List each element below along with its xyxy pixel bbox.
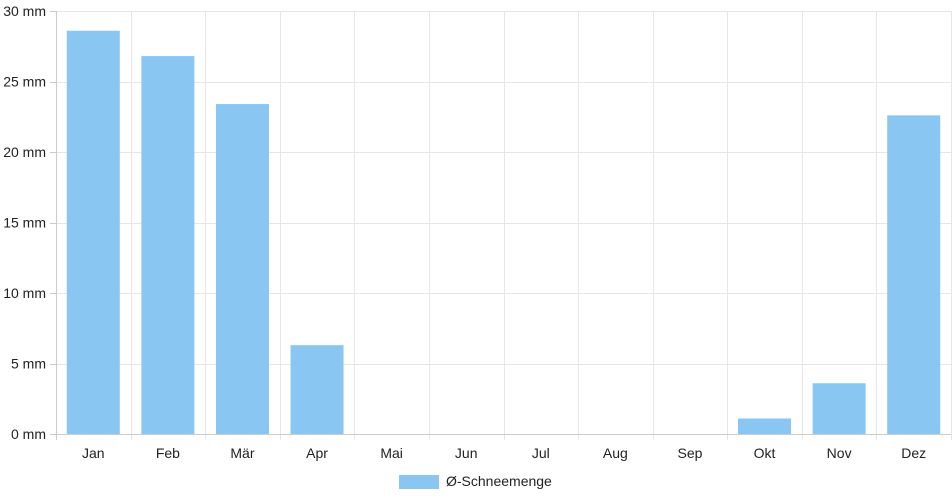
y-tick-label: 15 mm bbox=[3, 215, 46, 231]
legend[interactable]: Ø-Schneemenge bbox=[399, 473, 552, 489]
y-tick-label: 5 mm bbox=[11, 356, 46, 372]
x-tick-label: Jun bbox=[455, 445, 478, 461]
legend-swatch[interactable] bbox=[399, 475, 439, 489]
bar-nov[interactable] bbox=[812, 383, 866, 434]
x-tick-label: Jan bbox=[82, 445, 105, 461]
x-tick-label: Mai bbox=[380, 445, 403, 461]
x-tick-label: Feb bbox=[156, 445, 180, 461]
bars bbox=[66, 30, 941, 435]
x-tick-label: Nov bbox=[827, 445, 852, 461]
bar-feb[interactable] bbox=[141, 56, 195, 435]
bar-apr[interactable] bbox=[290, 345, 344, 434]
x-tick-label: Okt bbox=[754, 445, 776, 461]
y-tick-label: 30 mm bbox=[3, 3, 46, 19]
y-axis-labels: 0 mm 5 mm 10 mm 15 mm 20 mm 25 mm 30 mm bbox=[3, 3, 46, 442]
bar-jan[interactable] bbox=[66, 30, 120, 435]
x-tick-label: Jul bbox=[532, 445, 550, 461]
y-tick-label: 20 mm bbox=[3, 144, 46, 160]
x-tick-label: Mär bbox=[230, 445, 254, 461]
x-tick-label: Aug bbox=[603, 445, 628, 461]
x-tick-label: Sep bbox=[677, 445, 702, 461]
legend-label[interactable]: Ø-Schneemenge bbox=[446, 473, 552, 489]
bar-mär[interactable] bbox=[215, 104, 269, 434]
bar-okt[interactable] bbox=[738, 418, 792, 434]
x-tick-label: Dez bbox=[901, 445, 926, 461]
axes bbox=[50, 11, 951, 435]
bar-dez[interactable] bbox=[887, 115, 941, 434]
x-tick-label: Apr bbox=[306, 445, 328, 461]
y-tick-label: 0 mm bbox=[11, 426, 46, 442]
x-axis-labels: Jan Feb Mär Apr Mai Jun Jul Aug Sep Okt Nov Dez bbox=[82, 445, 926, 461]
y-tick-label: 10 mm bbox=[3, 285, 46, 301]
grid bbox=[56, 11, 952, 440]
y-tick-label: 25 mm bbox=[3, 74, 46, 90]
